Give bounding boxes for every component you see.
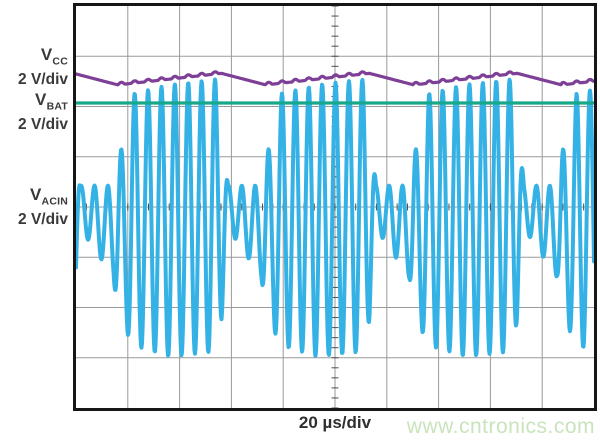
channel-letter: V bbox=[29, 185, 42, 204]
channel-subscript: BAT bbox=[46, 100, 68, 113]
channel-subscript: CC bbox=[52, 55, 68, 68]
channel-scale-vbat: 2 V/div bbox=[18, 116, 68, 134]
timebase-label: 20 µs/div bbox=[298, 413, 372, 432]
channel-label-vcc: VCC 2 V/div bbox=[0, 45, 68, 89]
channel-letter: V bbox=[35, 90, 47, 109]
watermark-text: www.cntronics.com bbox=[406, 415, 595, 438]
scope-canvas bbox=[76, 6, 594, 408]
scope-graticule bbox=[73, 3, 597, 411]
channel-scale-vacin: 2 V/div bbox=[18, 211, 68, 229]
channel-scale-vcc: 2 V/div bbox=[18, 71, 68, 89]
channel-name-vcc: VCC bbox=[0, 45, 68, 71]
channel-subscript: ACIN bbox=[41, 195, 68, 208]
channel-letter: V bbox=[40, 45, 53, 64]
channel-name-vbat: VBAT bbox=[0, 90, 68, 116]
channel-label-vbat: VBAT 2 V/div bbox=[0, 90, 68, 134]
channel-label-vacin: VACIN 2 V/div bbox=[0, 185, 68, 229]
channel-name-vacin: VACIN bbox=[0, 185, 68, 211]
